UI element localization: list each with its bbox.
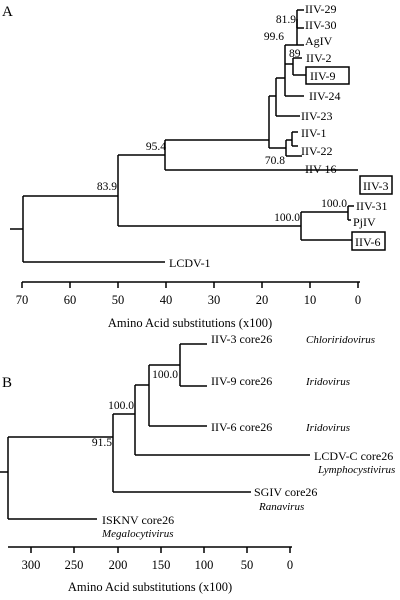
taxon-iiv-1: IIV-1 xyxy=(301,126,327,140)
axis-tick-label: 20 xyxy=(256,293,269,307)
axis-tick-label: 0 xyxy=(355,293,361,307)
support-83-9: 83.9 xyxy=(97,181,117,193)
genus-ranavirus: Ranavirus xyxy=(258,501,304,513)
taxon-iiv-6: IIV-6 xyxy=(355,235,381,249)
genus-megalocytivirus: Megalocytivirus xyxy=(101,528,173,540)
axis-tick-label: 150 xyxy=(152,558,171,572)
taxon-pjiv: PjIV xyxy=(353,215,376,229)
axis-tick-label: 50 xyxy=(112,293,125,307)
taxon-iiv-6-core26: IIV-6 core26 xyxy=(211,420,272,434)
panel-a-tree xyxy=(10,9,358,263)
taxon-iiv-22: IIV-22 xyxy=(301,144,333,158)
axis-tick-label: 250 xyxy=(65,558,84,572)
axis-title: Amino Acid substitutions (x100) xyxy=(68,580,232,594)
taxon-isknv-core26: ISKNV core26 xyxy=(102,513,174,527)
taxon-iiv-29: IIV-29 xyxy=(305,2,337,16)
taxon-iiv-9: IIV-9 xyxy=(310,69,336,83)
taxon-agiv: AgIV xyxy=(305,34,333,48)
support-100-0-iiv3: 100.0 xyxy=(152,369,178,381)
panel-b-label: B xyxy=(2,375,12,391)
genus-lymphocystivirus: Lymphocystivirus xyxy=(317,464,395,476)
panel-b-axis: 300 250 200 150 100 50 0 Amino Acid subs… xyxy=(8,546,293,594)
genus-iridovirus: Iridovirus xyxy=(305,376,350,388)
taxon-lcdv-1: LCDV-1 xyxy=(169,256,211,270)
axis-tick-label: 0 xyxy=(287,558,293,572)
panel-a: A xyxy=(2,2,393,330)
support-99-6: 99.6 xyxy=(264,31,284,43)
axis-tick-label: 300 xyxy=(22,558,41,572)
taxon-iiv-31: IIV-31 xyxy=(356,199,388,213)
axis-tick-label: 40 xyxy=(160,293,173,307)
axis-tick-label: 30 xyxy=(208,293,221,307)
box-iiv-6 xyxy=(351,231,386,251)
taxon-iiv-23: IIV-23 xyxy=(301,109,333,123)
panel-b: B IIV-3 core26 Chloriridovirus IIV-9 cor… xyxy=(0,332,395,594)
taxon-iiv-2: IIV-2 xyxy=(306,51,332,65)
support-91-5: 91.5 xyxy=(92,437,112,449)
support-100-0-iridovirus: 100.0 xyxy=(108,400,134,412)
box-iiv-3 xyxy=(359,175,393,195)
axis-tick-label: 200 xyxy=(109,558,128,572)
axis-tick-label: 70 xyxy=(16,293,29,307)
axis-tick-label: 100 xyxy=(195,558,214,572)
panel-a-label: A xyxy=(2,4,13,20)
axis-tick-label: 50 xyxy=(241,558,254,572)
axis-title: Amino Acid substitutions (x100) xyxy=(108,316,272,330)
taxon-iiv-3-core26: IIV-3 core26 xyxy=(211,332,272,346)
taxon-iiv-3: IIV-3 xyxy=(363,179,389,193)
panel-b-tree xyxy=(0,343,310,520)
support-89: 89 xyxy=(289,48,301,60)
support-100-0-iiv6: 100.0 xyxy=(274,212,300,224)
taxon-iiv-9-core26: IIV-9 core26 xyxy=(211,374,272,388)
box-iiv-9 xyxy=(305,66,350,85)
taxon-sgiv-core26: SGIV core26 xyxy=(254,485,317,499)
panel-a-axis: 70 60 50 40 30 20 10 0 Amino Acid substi… xyxy=(16,281,361,330)
support-100-0-pjiv: 100.0 xyxy=(321,198,347,210)
taxon-iiv-30: IIV-30 xyxy=(305,18,337,32)
support-95-4: 95.4 xyxy=(146,141,166,153)
taxon-lcdv-c-core26: LCDV-C core26 xyxy=(314,449,393,463)
taxon-iiv-24: IIV-24 xyxy=(309,89,341,103)
genus-chloriridovirus: Chloriridovirus xyxy=(306,334,375,346)
genus-iridovirus: Iridovirus xyxy=(305,422,350,434)
axis-tick-label: 60 xyxy=(64,293,77,307)
support-81-9: 81.9 xyxy=(276,14,296,26)
taxon-iiv-16: IIV-16 xyxy=(305,162,337,176)
axis-tick-label: 10 xyxy=(304,293,317,307)
support-70-8: 70.8 xyxy=(265,155,285,167)
